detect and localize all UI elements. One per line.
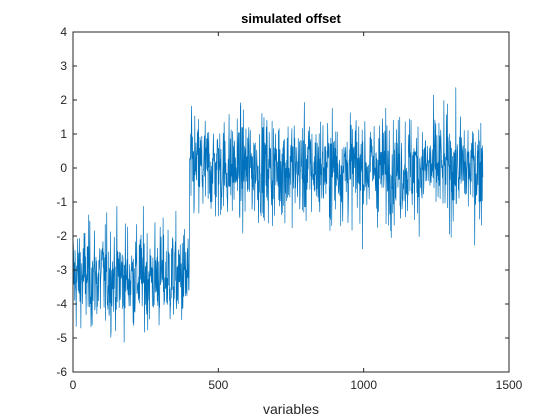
y-tick-label: -5: [56, 331, 67, 345]
y-tick-label: 1: [60, 127, 67, 141]
y-tick-label: -6: [56, 365, 67, 379]
y-tick-label: -2: [56, 229, 67, 243]
ticks-layer: 0 500 1000 1500 -6 -5 -4 -3 -2 -1 0 1 2 3 4: [56, 25, 522, 392]
y-tick-label: 0: [60, 161, 67, 175]
series-line: [72, 87, 484, 343]
x-axis-label: variables: [263, 401, 319, 417]
y-tick-label: -1: [56, 195, 67, 209]
y-tick-label: -4: [56, 297, 67, 311]
y-tick-label: 3: [60, 59, 67, 73]
y-tick-label: 4: [60, 25, 67, 39]
plot-area: [73, 32, 509, 372]
x-tick-label: 0: [70, 378, 77, 392]
y-tick-label: -3: [56, 263, 67, 277]
x-tick-label: 1000: [350, 378, 377, 392]
x-tick-label: 1500: [496, 378, 523, 392]
series-layer: [72, 87, 484, 343]
y-tick-label: 2: [60, 93, 67, 107]
x-tick-label: 500: [208, 378, 228, 392]
chart-title: simulated offset: [241, 11, 341, 26]
